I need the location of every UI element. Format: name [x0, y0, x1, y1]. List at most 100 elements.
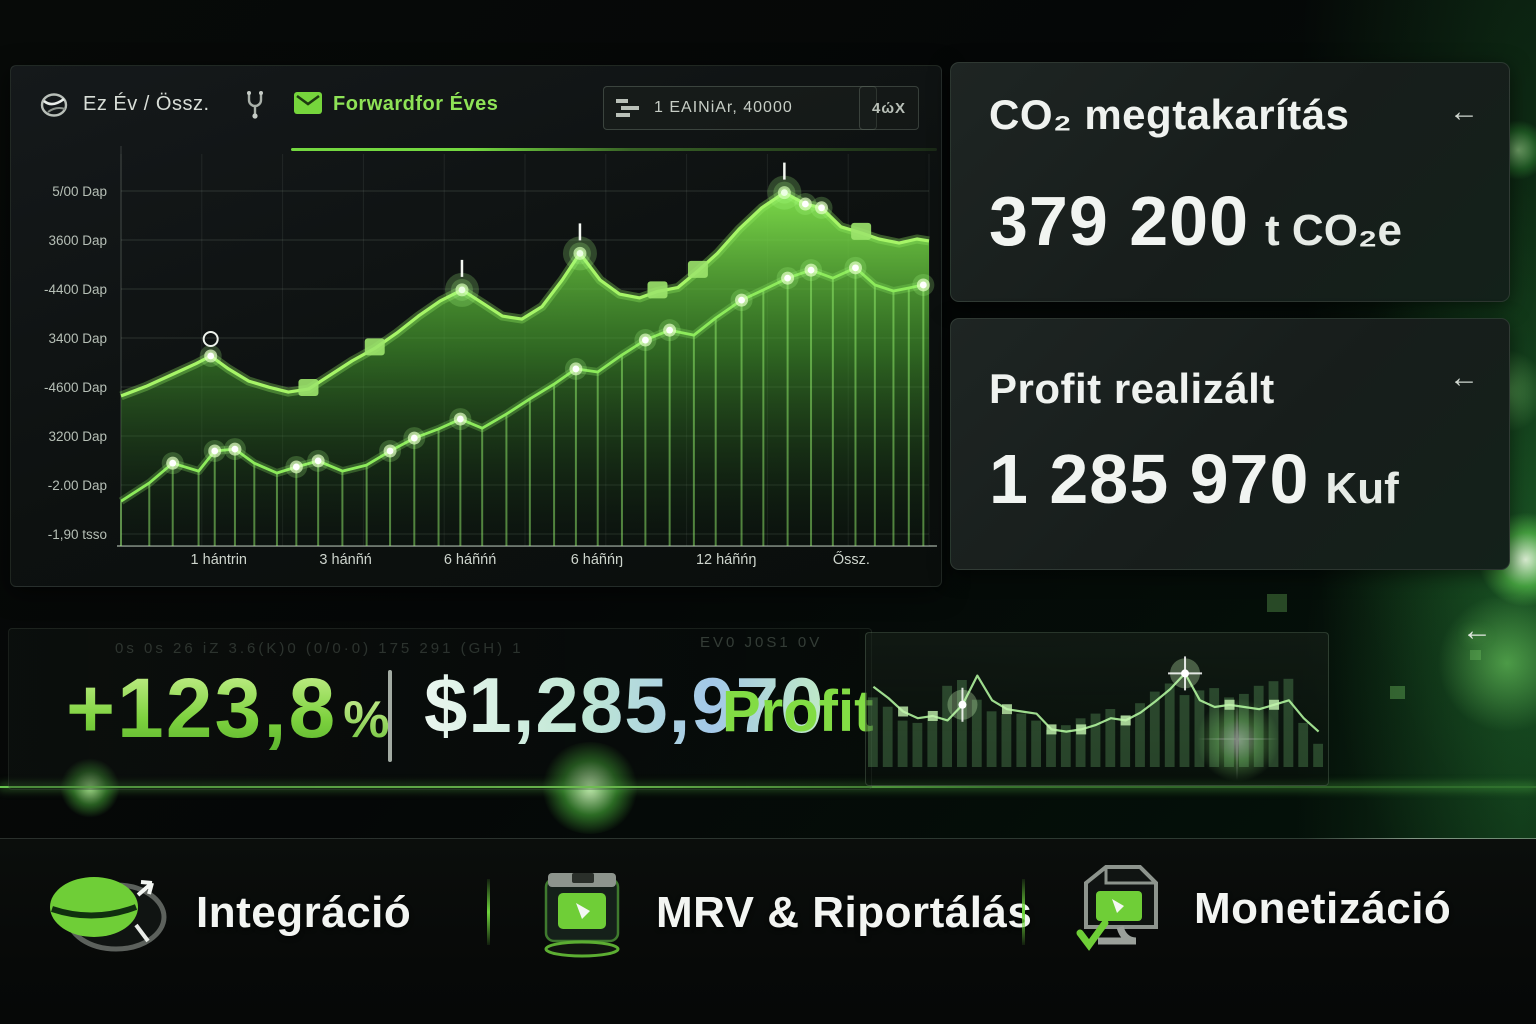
data-point-square[interactable] [687, 260, 708, 278]
nav-top-border [0, 838, 1536, 839]
back-arrow-icon[interactable]: ← [1462, 614, 1492, 647]
profit-value: 1 285 970 [989, 440, 1310, 518]
data-point[interactable] [211, 447, 219, 455]
data-point[interactable] [314, 457, 322, 465]
data-point[interactable] [207, 352, 215, 360]
data-point[interactable] [818, 204, 825, 212]
nav-separator [1022, 879, 1025, 945]
profit-unit: Kuf [1325, 464, 1399, 513]
data-point[interactable] [386, 447, 394, 455]
chart-markers [161, 162, 935, 478]
mini-bar [1001, 714, 1012, 767]
percent-value: +123,8 [66, 661, 338, 755]
mini-bar [942, 685, 952, 767]
profit-amount: $1,285,970 [424, 661, 825, 749]
profit-card-title: Profit realizált [989, 365, 1275, 412]
y-axis-label: 3200 Dap [48, 429, 107, 444]
mini-marker [898, 706, 909, 717]
y-axis-label: 5/00 Dap [52, 184, 107, 199]
mini-bar [1209, 688, 1220, 767]
stats-panel: 0s 0s 26 iZ 3.6(K)0 (0/0·0) 175 291 (GH)… [0, 622, 1536, 800]
mini-trend-panel[interactable] [865, 632, 1329, 786]
data-point[interactable] [169, 459, 177, 467]
mini-bar [1179, 695, 1190, 767]
mini-bar [897, 720, 908, 767]
co2-kpi-card[interactable]: CO₂ megtakarítás ← 379 200 t CO₂e [950, 62, 1510, 302]
toolbar-actions-label: 4ώX [871, 99, 907, 117]
data-point[interactable] [456, 415, 464, 423]
data-point-square[interactable] [364, 338, 385, 356]
nav-label: Monetizáció [1194, 884, 1452, 933]
mini-line [872, 672, 1320, 733]
data-point-square[interactable] [851, 222, 872, 240]
data-point[interactable] [784, 274, 791, 282]
data-point[interactable] [292, 463, 300, 471]
mini-trend-chart [868, 656, 1323, 767]
mini-bar [1090, 713, 1101, 767]
tab-forwardfor-eves[interactable]: Forwardfor Éves [333, 93, 499, 115]
mini-marker [1046, 724, 1057, 735]
branch-icon[interactable] [243, 90, 267, 120]
y-axis-label: -4400 Dap [44, 282, 107, 297]
x-axis-label: 1 hántrin [191, 552, 247, 568]
x-axis-label: 6 háñńŋ [571, 552, 623, 568]
mini-bar [1016, 713, 1027, 767]
stats-frame [8, 628, 872, 790]
mini-bar [1268, 681, 1279, 767]
mini-bar [1239, 693, 1249, 767]
integration-leaf-icon [44, 867, 170, 959]
x-axis-label: 3 hánñń [319, 552, 371, 568]
profit-value-row: 1 285 970 Kuf [989, 439, 1399, 519]
x-axis-label: 12 háñńŋ [696, 552, 756, 568]
data-point[interactable] [231, 445, 239, 453]
nav-item-mrv-riportalas[interactable]: MRV & Riportálás [534, 861, 1032, 965]
mini-bar [1105, 709, 1116, 767]
co2-value-row: 379 200 t CO₂e [989, 181, 1402, 261]
mini-marker [1224, 699, 1235, 710]
envelope-icon [293, 91, 323, 115]
deco-square [1470, 650, 1481, 660]
data-point[interactable] [738, 296, 745, 304]
data-point-square[interactable] [298, 379, 319, 397]
data-point[interactable] [919, 281, 927, 289]
mini-marker [1076, 724, 1087, 735]
data-point[interactable] [801, 200, 809, 208]
data-point[interactable] [576, 250, 584, 257]
mini-bar [1060, 725, 1071, 767]
filter-input[interactable]: 1 EAINiAr, 40000 [603, 86, 877, 130]
data-point[interactable] [572, 365, 580, 373]
percent-sign: % [343, 691, 390, 749]
data-point[interactable] [807, 266, 815, 274]
data-point[interactable] [780, 189, 788, 196]
profit-kpi-card[interactable]: Profit realizált ← 1 285 970 Kuf [950, 318, 1510, 570]
data-point[interactable] [458, 286, 466, 294]
percent-change: +123,8 % [66, 660, 390, 757]
data-point-square[interactable] [647, 281, 668, 299]
mini-bar [1031, 720, 1041, 767]
mini-marker [927, 710, 938, 721]
left-arrow-icon[interactable]: ← [1449, 361, 1479, 394]
data-point[interactable] [641, 336, 649, 344]
toolbar-actions-button[interactable]: 4ώX [859, 86, 919, 130]
mini-bar [971, 699, 982, 767]
nav-item-monetizacio[interactable]: Monetizáció [1068, 857, 1451, 961]
data-point[interactable] [410, 434, 418, 442]
nav-label: Integráció [196, 888, 412, 937]
period-label[interactable]: Ez Év / Össz. [83, 93, 210, 115]
y-axis-label: -1,90 tsso [48, 527, 107, 542]
main-chart[interactable]: 5/00 Dap 3600 Dap -4400 Dap 3400 Dap -4600 D… [11, 66, 941, 586]
nav-item-integracio[interactable]: Integráció [44, 861, 411, 965]
data-point[interactable] [852, 264, 859, 272]
divider-glow-line [0, 786, 1536, 788]
bottom-nav: Integráció MRV & Riportálás [0, 839, 1536, 1024]
mini-bar [868, 697, 878, 767]
mini-bar [1253, 685, 1264, 767]
left-arrow-icon[interactable]: ← [1449, 95, 1479, 128]
data-point[interactable] [666, 326, 674, 334]
deco-square [1390, 686, 1405, 699]
globe-icon[interactable] [39, 92, 69, 118]
monetization-box-icon [1068, 857, 1168, 961]
mini-bar [1149, 691, 1160, 767]
faint-ticker-left: 0s 0s 26 iZ 3.6(K)0 (0/0·0) 175 291 (GH)… [115, 640, 524, 657]
